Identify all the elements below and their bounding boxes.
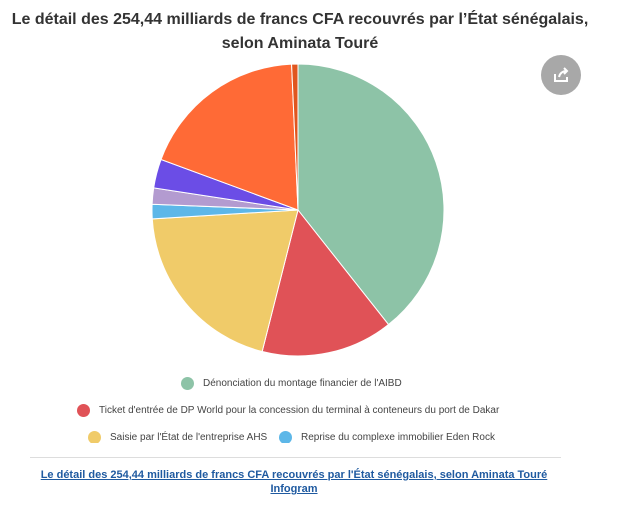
share-icon [554, 67, 569, 82]
legend-dot [279, 431, 292, 443]
legend-label: Reprise du complexe immobilier Eden Rock [301, 431, 495, 443]
chart-link[interactable]: Le détail des 254,44 milliards de francs… [40, 469, 548, 481]
legend-label: Saisie par l'État de l'entreprise AHS [110, 431, 268, 443]
pie-slice-1[interactable] [261, 208, 390, 357]
legend-item[interactable]: Ticket d'entrée de DP World pour la conc… [77, 404, 499, 417]
legend-item[interactable]: Reprise du complexe immobilier Eden Rock [279, 431, 495, 443]
share-button[interactable] [541, 55, 581, 95]
pie-slice-0[interactable] [297, 63, 445, 326]
chart-title: Le détail des 254,44 milliards de francs… [11, 11, 589, 52]
divider [30, 457, 561, 458]
source-link[interactable]: Le détail des 254,44 milliards de francs… [0, 468, 588, 496]
legend-item[interactable]: Dénonciation du montage financier de l'A… [181, 377, 402, 390]
legend-item[interactable]: Saisie par l'État de l'entreprise AHS [88, 431, 267, 443]
pie-slice-6[interactable] [160, 63, 299, 211]
legend-label: Ticket d'entrée de DP World pour la conc… [99, 405, 500, 416]
legend-dot [77, 404, 90, 417]
pie-slice-7[interactable] [291, 63, 299, 211]
infogram-link[interactable]: Infogram [270, 483, 318, 495]
legend-dot [181, 377, 194, 390]
legend-label: Dénonciation du montage financier de l'A… [203, 378, 402, 389]
legend-dot [88, 431, 101, 443]
pie-slice-2[interactable] [151, 209, 299, 353]
pie-chart [151, 63, 445, 357]
